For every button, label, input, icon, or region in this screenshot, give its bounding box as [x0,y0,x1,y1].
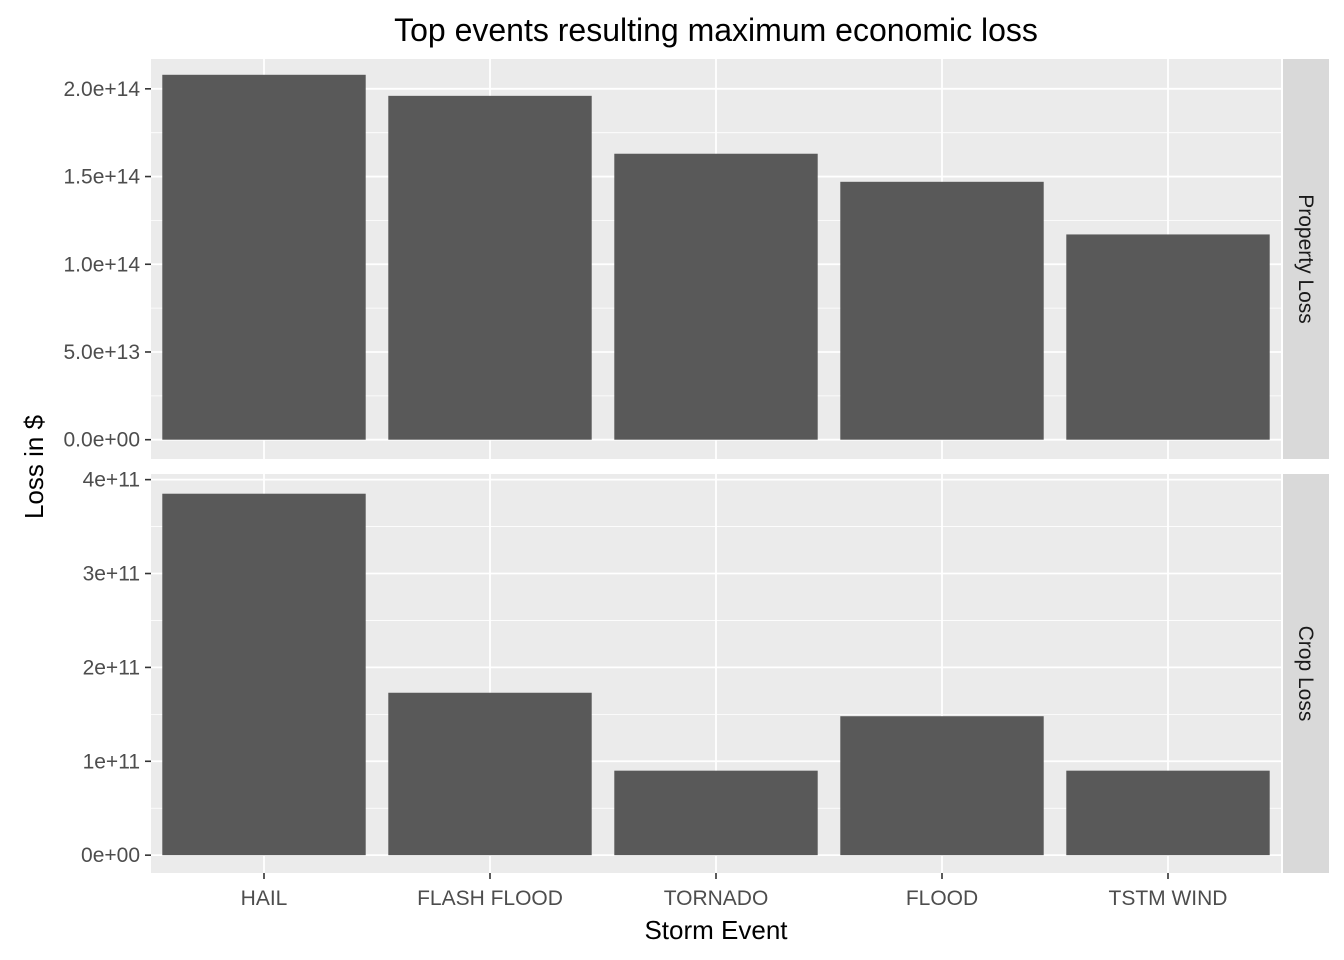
bar-flood [840,181,1044,440]
bar-tornado [614,770,818,856]
x-axis: HAIL FLASH FLOOD TORNADO FLOOD TSTM WIND [241,873,1228,910]
y-tick-label: 0e+00 [81,844,140,867]
chart-panels: 0.0e+00 5.0e+13 1.0e+14 1.5e+14 2.0e+14 Prope… [64,59,1329,873]
bar-flood [840,716,1044,856]
x-tick-label: FLOOD [906,887,978,910]
bar-tornado [614,153,818,440]
panel-0: 0.0e+00 5.0e+13 1.0e+14 1.5e+14 2.0e+14 Prope… [64,59,1329,459]
y-tick-label: 1.5e+14 [64,166,141,189]
y-tick-label: 2.0e+14 [64,78,141,101]
y-tick-label: 4e+11 [83,469,140,492]
x-tick-label: TORNADO [664,887,769,910]
x-tick-label: TSTM WIND [1109,887,1228,910]
bar-tstm-wind [1066,770,1270,856]
y-tick-label: 3e+11 [83,563,140,586]
chart-title: Top events resulting maximum economic lo… [394,12,1038,48]
y-tick-label: 2e+11 [83,656,140,679]
x-tick-label: FLASH FLOOD [417,887,563,910]
bar-flash-flood [388,95,592,440]
bar-hail [162,74,366,440]
bar-hail [162,493,366,856]
facet-strip-label: Property Loss [1294,194,1317,324]
panel-1: 0e+00 1e+11 2e+11 3e+11 4e+11 Crop Loss [81,469,1329,873]
y-axis-title: Loss in $ [19,414,49,519]
facet-strip [1283,59,1329,459]
facet-strip [1283,474,1329,873]
y-tick-label: 5.0e+13 [64,341,141,364]
y-tick-label: 1e+11 [83,750,140,773]
y-tick-label: 1.0e+14 [64,253,141,276]
bar-flash-flood [388,692,592,856]
bar-tstm-wind [1066,234,1270,440]
facet-strip-label: Crop Loss [1294,626,1317,722]
y-tick-label: 0.0e+00 [64,429,141,452]
x-axis-title: Storm Event [644,915,788,945]
x-tick-label: HAIL [241,887,288,910]
